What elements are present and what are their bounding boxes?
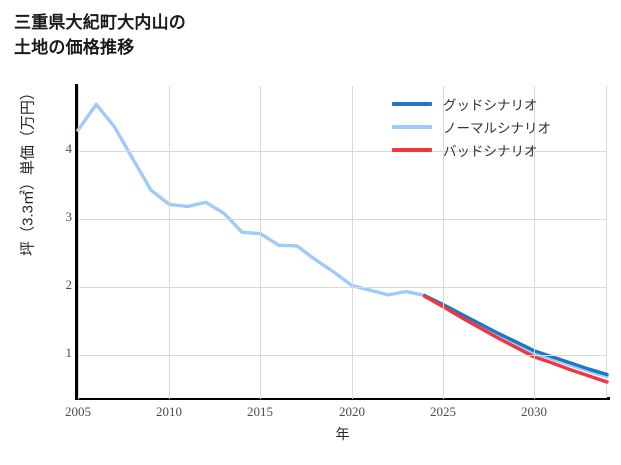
series-line [422, 293, 609, 377]
x-tick-label: 2015 [247, 404, 273, 419]
gridline-horizontal [78, 219, 607, 220]
legend-item[interactable]: バッドシナリオ [392, 138, 602, 161]
y-axis-ticks: 1 2 3 4 [50, 85, 73, 398]
x-tick-label: 2030 [521, 404, 547, 419]
gridline-horizontal [78, 287, 607, 288]
gridline-vertical [352, 86, 353, 399]
legend-item-label: ノーマルシナリオ [443, 120, 551, 136]
legend: グッドシナリオ ノーマルシナリオ バッドシナリオ [392, 92, 602, 161]
gridline-vertical [78, 86, 79, 399]
y-axis-title: 坪（3.3㎡）単価（万円） [19, 85, 37, 256]
legend-item[interactable]: ノーマルシナリオ [392, 115, 602, 138]
series-line [76, 102, 609, 379]
gridline-horizontal [78, 151, 607, 152]
y-tick-label: 3 [65, 209, 73, 224]
series-line [422, 294, 609, 384]
y-tick-label: 2 [65, 277, 73, 292]
y-tick-label: 4 [65, 141, 73, 156]
x-axis-title: 年 [335, 426, 350, 442]
legend-color-swatch [392, 124, 432, 129]
legend-item[interactable]: グッドシナリオ [392, 92, 602, 115]
gridline-vertical [443, 86, 444, 399]
gridline-horizontal [78, 355, 607, 356]
gridline-vertical [260, 86, 261, 399]
legend-item-label: バッドシナリオ [443, 143, 538, 159]
x-axis-spine [75, 397, 610, 400]
page-title: 三重県大紀町大内山の 土地の価格推移 [14, 13, 186, 57]
x-tick-label: 2020 [339, 404, 365, 419]
series-lines [76, 102, 609, 384]
x-axis-ticks: 2005 2010 2015 2020 2025 2030 [65, 400, 607, 422]
gridline-vertical [534, 86, 535, 399]
gridline-vertical [169, 86, 170, 399]
legend-item-label: グッドシナリオ [443, 97, 538, 113]
plot-area [76, 85, 609, 399]
x-tick-label: 2005 [65, 404, 91, 419]
legend-color-swatch [392, 101, 432, 106]
x-tick-label: 2025 [430, 404, 456, 419]
y-tick-label: 1 [65, 345, 73, 360]
legend-color-swatch [392, 147, 432, 152]
x-tick-label: 2010 [156, 404, 182, 419]
y-axis-spine [75, 84, 78, 400]
